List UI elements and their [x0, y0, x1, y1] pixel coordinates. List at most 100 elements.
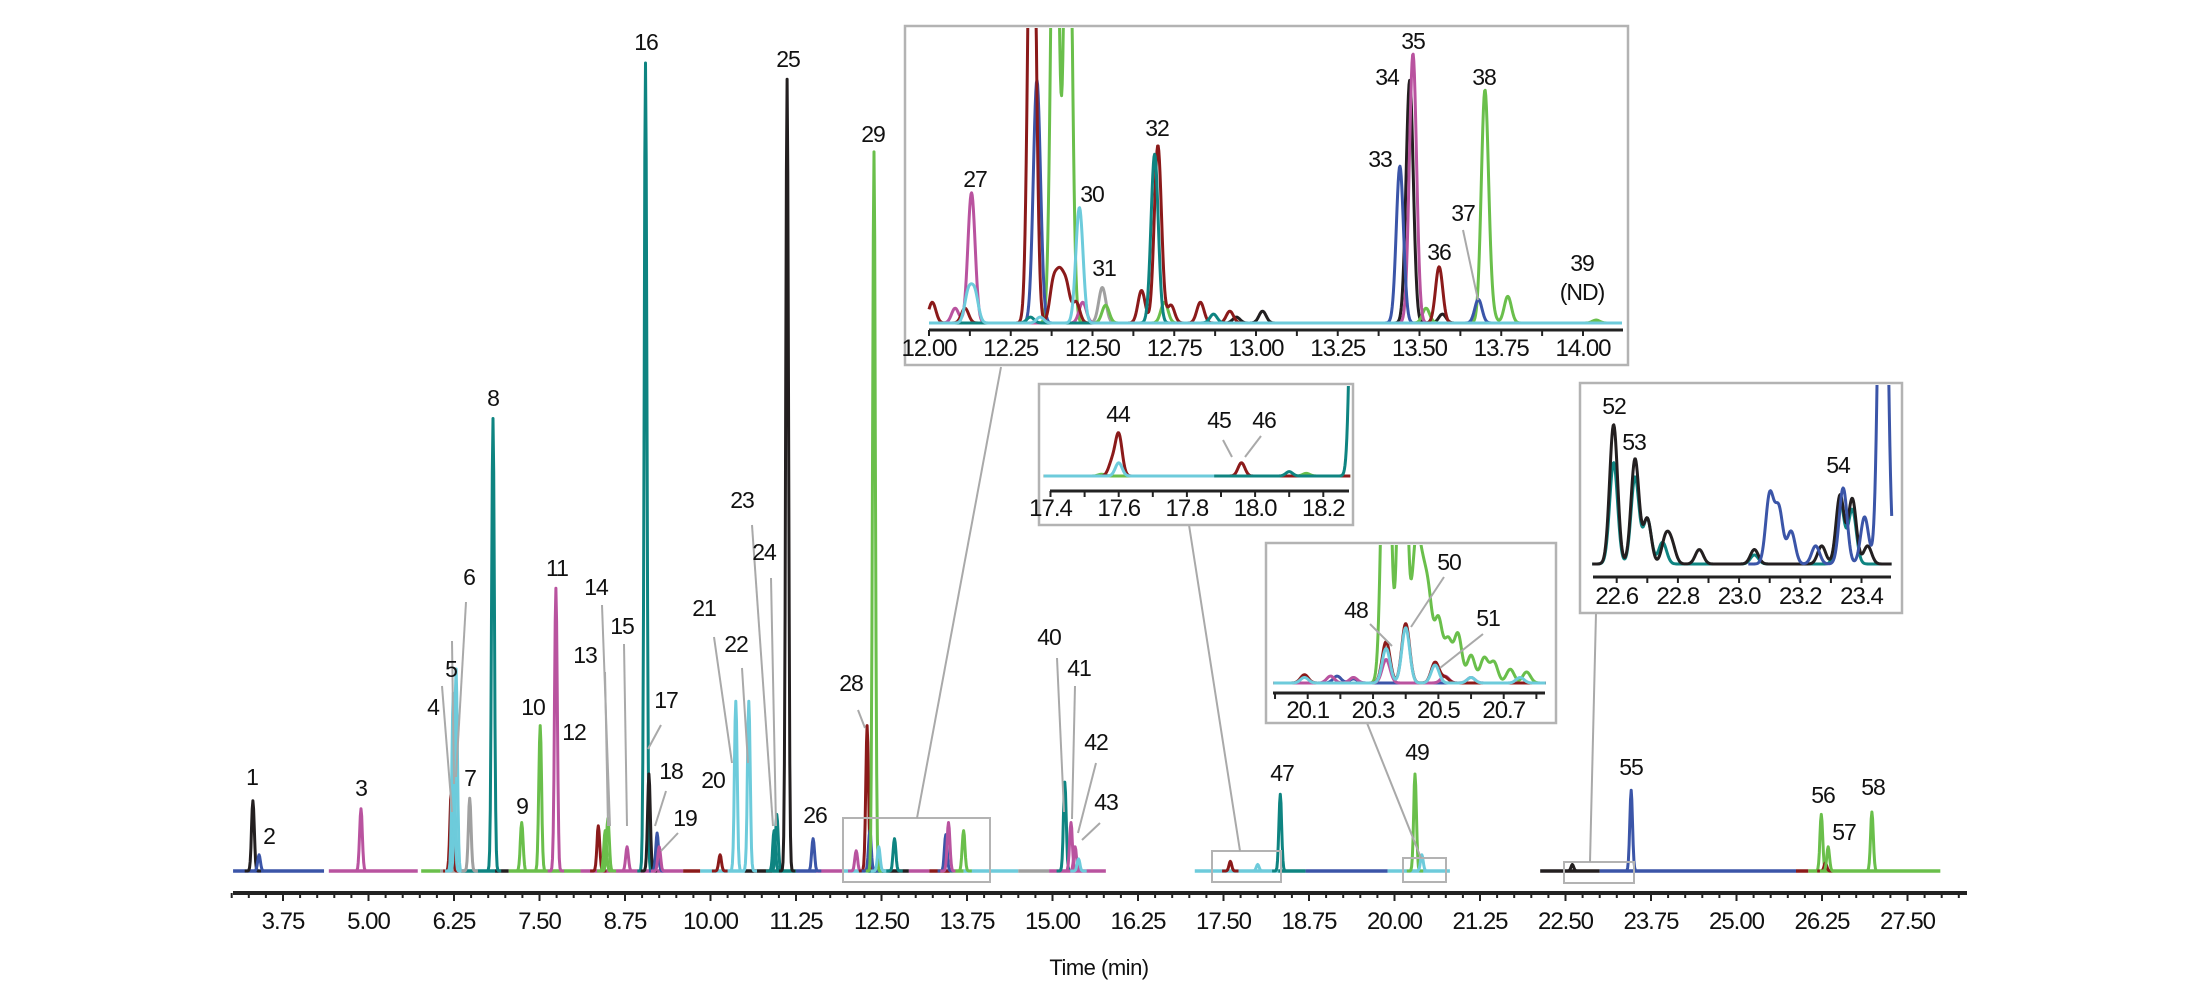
peak-minor	[869, 845, 888, 873]
peak-label-31: 31	[1092, 255, 1116, 281]
inset-x-tick-label: 12.25	[983, 335, 1039, 362]
leader-line	[1081, 822, 1101, 841]
inset-x-tick-label: 17.4	[1029, 495, 1072, 522]
inset-x-tick-label: 12.00	[901, 335, 957, 362]
trace-blue	[1747, 385, 1894, 566]
peak-21	[726, 699, 745, 873]
peak-label-28: 28	[839, 670, 863, 696]
peak-29	[865, 150, 883, 873]
x-tick-label: 10.00	[683, 908, 739, 935]
peak-label-14: 14	[584, 574, 609, 600]
inset-traces	[927, 28, 1623, 325]
not-detected-note: (ND)	[1560, 279, 1605, 305]
x-axis-title: Time (min)	[1049, 955, 1148, 980]
inset-x-tick-label: 23.4	[1840, 583, 1883, 610]
peak-label-10: 10	[521, 694, 545, 720]
peak-label-29: 29	[861, 121, 885, 147]
leader-line	[741, 667, 749, 764]
peak-minor	[1563, 863, 1582, 873]
peak-label-42: 42	[1084, 729, 1108, 755]
leader-line	[1462, 229, 1479, 301]
x-tick-label: 11.25	[769, 908, 823, 935]
inset-traces	[1272, 545, 1547, 685]
zoom-connector-line	[916, 366, 1002, 819]
peak-minor	[885, 837, 904, 873]
peak-label-9: 9	[516, 793, 528, 819]
peak-label-44: 44	[1106, 401, 1131, 427]
peak-minor	[1221, 859, 1240, 873]
peak-label-58: 58	[1861, 774, 1885, 800]
peak-label-15: 15	[610, 613, 634, 639]
x-tick-label: 23.75	[1623, 908, 1679, 935]
x-tick-label: 5.00	[347, 908, 390, 935]
inset-traces	[1591, 385, 1894, 566]
peak-label-32: 32	[1145, 115, 1169, 141]
leader-line	[1244, 435, 1262, 458]
peak-label-48: 48	[1344, 597, 1368, 623]
trace-cyan	[1272, 626, 1547, 685]
x-tick-label: 25.00	[1709, 908, 1765, 935]
inset-x-tick-label: 13.75	[1474, 335, 1530, 362]
leader-line	[455, 601, 467, 778]
peak-11	[546, 586, 565, 873]
peak-7	[460, 796, 479, 873]
inset-x-tick-label: 20.7	[1482, 697, 1525, 724]
inset-x-tick-label: 20.3	[1352, 697, 1395, 724]
peak-20	[711, 853, 730, 873]
peak-label-40: 40	[1037, 624, 1061, 650]
peak-2	[250, 853, 269, 873]
peak-label-1: 1	[246, 764, 258, 790]
inset-x-tick-label: 14.00	[1555, 335, 1611, 362]
zoom-connector-line	[1366, 722, 1422, 859]
peak-label-47: 47	[1270, 760, 1294, 786]
peak-label-36: 36	[1427, 239, 1451, 265]
x-tick-label: 3.75	[262, 908, 305, 935]
peak-label-20: 20	[701, 767, 725, 793]
peak-label-52: 52	[1602, 393, 1626, 419]
peak-label-22: 22	[724, 631, 748, 657]
peak-label-55: 55	[1619, 754, 1643, 780]
peak-label-46: 46	[1252, 407, 1276, 433]
x-tick-label: 21.25	[1452, 908, 1508, 935]
peak-label-35: 35	[1401, 28, 1425, 54]
peak-label-6: 6	[463, 564, 475, 590]
peak-label-26: 26	[803, 802, 827, 828]
peak-label-34: 34	[1375, 64, 1400, 90]
peak-label-23: 23	[730, 487, 754, 513]
peak-label-5: 5	[445, 656, 457, 682]
leader-line	[654, 790, 667, 827]
peak-label-25: 25	[776, 46, 800, 72]
zoom-connectors	[842, 366, 1635, 884]
peak-56	[1812, 812, 1831, 873]
x-tick-label: 22.50	[1538, 908, 1594, 935]
leader-line	[770, 577, 777, 827]
inset-x-tick-label: 22.8	[1657, 583, 1700, 610]
leader-line	[1056, 657, 1065, 813]
leader-line	[1410, 576, 1445, 628]
zoom-insets: 12.00 12.25 12.50 12.75 13.00 13.25 13.50 13.75…	[901, 24, 1904, 725]
x-tick-label: 16.25	[1110, 908, 1166, 935]
peak-43	[1069, 857, 1088, 873]
peak-26	[804, 837, 823, 873]
inset-x-tick-label: 13.50	[1392, 335, 1448, 362]
peak-label-3: 3	[355, 775, 367, 801]
peak-57	[1819, 845, 1838, 873]
inset-x-tick-label: 12.50	[1065, 335, 1121, 362]
leader-line	[1439, 633, 1484, 669]
peak-label-12: 12	[562, 719, 586, 745]
leader-line	[751, 524, 774, 827]
inset-frame	[1578, 381, 1904, 615]
zoom-region-box	[842, 817, 991, 883]
zoom-region-box	[1211, 850, 1282, 883]
leader-line	[451, 640, 455, 785]
x-tick-label: 8.75	[604, 908, 647, 935]
inset-x-tick-label: 18.2	[1302, 495, 1345, 522]
peak-label-57: 57	[1832, 819, 1856, 845]
inset-frame	[1037, 382, 1355, 527]
peak-25	[778, 77, 797, 873]
peak-label-24: 24	[752, 539, 777, 565]
peak-label-49: 49	[1405, 739, 1429, 765]
leader-line	[1369, 623, 1393, 647]
peak-8	[484, 417, 502, 873]
